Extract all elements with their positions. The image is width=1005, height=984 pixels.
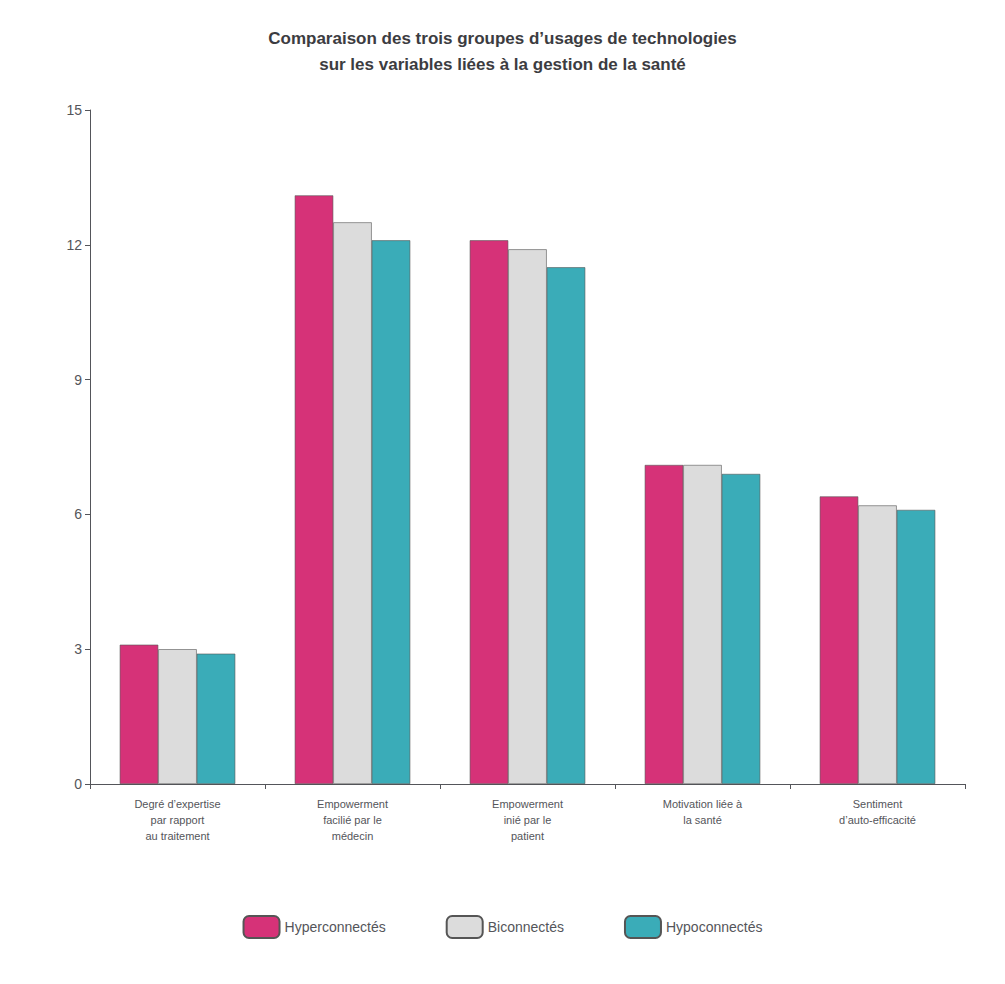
svg-text:Degré d’expertise: Degré d’expertise [134, 798, 220, 810]
svg-text:sur les variables liées à la g: sur les variables liées à la gestion de … [319, 55, 686, 74]
svg-text:Sentiment: Sentiment [853, 798, 903, 810]
svg-text:Empowerment: Empowerment [492, 798, 563, 810]
svg-text:Biconnectés: Biconnectés [488, 919, 564, 935]
svg-text:la santé: la santé [683, 814, 722, 826]
svg-text:12: 12 [66, 237, 82, 253]
svg-text:Empowerment: Empowerment [317, 798, 388, 810]
svg-text:inié par le: inié par le [504, 814, 552, 826]
svg-text:6: 6 [74, 506, 82, 522]
svg-text:9: 9 [74, 372, 82, 388]
svg-text:0: 0 [74, 776, 82, 792]
svg-text:Hypoconnectés: Hypoconnectés [666, 919, 763, 935]
svg-text:par rapport: par rapport [151, 814, 205, 826]
svg-text:au traitement: au traitement [145, 830, 209, 842]
svg-text:Motivation liée à: Motivation liée à [663, 798, 743, 810]
svg-text:Hyperconnectés: Hyperconnectés [285, 919, 386, 935]
svg-text:d’auto-efficacité: d’auto-efficacité [839, 814, 916, 826]
svg-text:patient: patient [511, 830, 544, 842]
svg-text:facilié par le: facilié par le [323, 814, 382, 826]
svg-text:médecin: médecin [332, 830, 374, 842]
svg-text:Comparaison des trois groupes: Comparaison des trois groupes d’usages d… [268, 29, 737, 48]
svg-text:15: 15 [66, 102, 82, 118]
svg-text:3: 3 [74, 641, 82, 657]
